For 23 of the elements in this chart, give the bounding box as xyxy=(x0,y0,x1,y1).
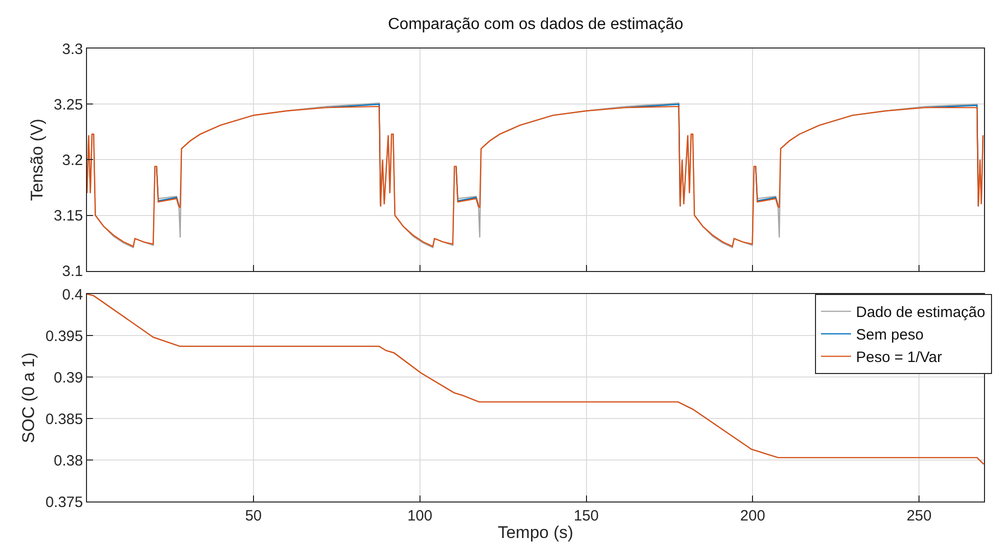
x-tick-label: 200 xyxy=(740,508,766,525)
x-tick-label: 100 xyxy=(407,508,432,525)
y-tick-label: 3.15 xyxy=(54,208,83,225)
chart-title: Comparação com os dados de estimação xyxy=(388,16,684,33)
y-tick-label: 0.39 xyxy=(54,369,83,386)
y-tick-label: 3.3 xyxy=(62,40,83,58)
legend-label: Dado de estimação xyxy=(856,304,986,322)
x-axis-title: Tempo (s) xyxy=(498,522,574,542)
legend-label: Peso = 1/Var xyxy=(856,349,942,366)
y-tick-label: 3.1 xyxy=(62,263,83,280)
x-tick-label: 250 xyxy=(906,508,932,525)
y-tick-label: 3.2 xyxy=(62,152,83,169)
x-tick-label: 150 xyxy=(574,508,599,525)
y-tick-label: 0.375 xyxy=(45,494,83,511)
y-tick-label: 0.395 xyxy=(45,328,83,345)
y-axis-title: Tensão (V) xyxy=(27,118,46,201)
y-axis-title: SOC (0 a 1) xyxy=(19,352,38,444)
y-tick-label: 0.385 xyxy=(45,410,83,428)
y-tick-label: 0.38 xyxy=(54,452,83,470)
y-tick-label: 3.25 xyxy=(54,96,83,114)
legend-label: Sem peso xyxy=(856,326,924,344)
y-tick-label: 0.4 xyxy=(62,286,83,304)
x-tick-label: 50 xyxy=(245,508,262,525)
